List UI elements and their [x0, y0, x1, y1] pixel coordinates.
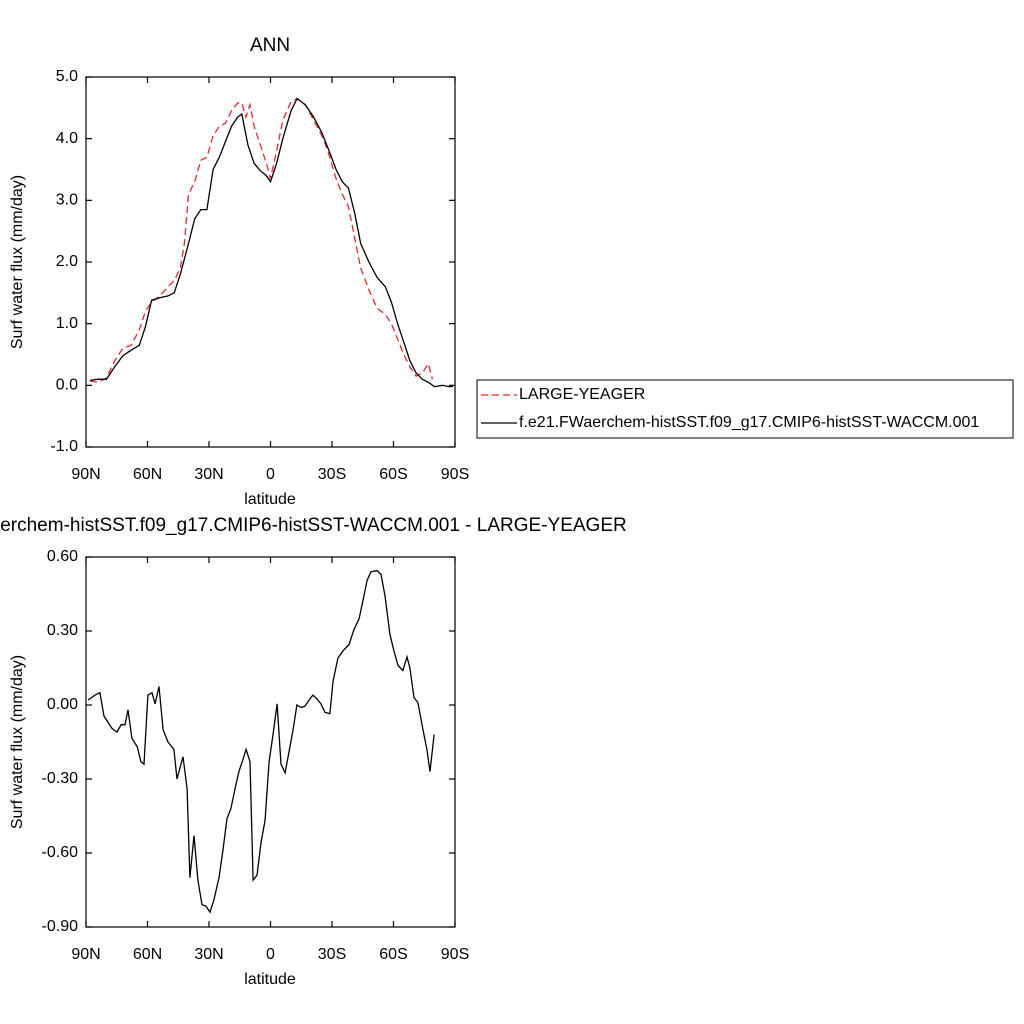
- y-tick-label: -0.60: [42, 844, 79, 861]
- x-axis-label: latitude: [244, 491, 296, 508]
- legend-label: f.e21.FWaerchem-histSST.f09_g17.CMIP6-hi…: [519, 414, 979, 431]
- y-tick-label: 0.0: [56, 377, 78, 394]
- legend-label: LARGE-YEAGER: [519, 386, 645, 403]
- y-tick-label: 0.60: [47, 548, 78, 565]
- chart-title: ANN: [250, 35, 290, 56]
- data-line: [90, 97, 453, 388]
- x-tick-label: 30S: [318, 946, 346, 963]
- x-tick-label: 60S: [379, 946, 407, 963]
- x-axis-label: latitude: [244, 971, 296, 988]
- x-tick-label: 60N: [133, 466, 162, 483]
- y-tick-label: 2.0: [56, 253, 78, 270]
- y-tick-label: 0.00: [47, 696, 78, 713]
- plot-frame: [85, 556, 456, 928]
- x-tick-label: 90S: [441, 946, 469, 963]
- x-tick-label: 60S: [379, 466, 407, 483]
- y-tick-label: -0.30: [42, 770, 79, 787]
- y-axis-label: Surf water flux (mm/day): [9, 175, 26, 349]
- y-tick-label: 0.30: [47, 622, 78, 639]
- chart-title: f.e21.FWaerchem-histSST.f09_g17.CMIP6-hi…: [0, 515, 627, 536]
- y-tick-label: -0.90: [42, 918, 79, 935]
- y-tick-label: 1.0: [56, 315, 78, 332]
- x-tick-label: 90N: [71, 466, 100, 483]
- data-line: [89, 97, 434, 383]
- y-axis-label: Surf water flux (mm/day): [9, 655, 26, 829]
- x-tick-label: 90S: [441, 466, 469, 483]
- data-line: [87, 569, 435, 914]
- y-tick-label: 4.0: [56, 130, 78, 147]
- x-tick-label: 60N: [133, 946, 162, 963]
- x-tick-label: 0: [266, 466, 275, 483]
- y-tick-label: 3.0: [56, 192, 78, 209]
- plot-frame: [85, 76, 456, 448]
- y-tick-label: -1.0: [50, 438, 78, 455]
- x-tick-label: 30N: [194, 946, 223, 963]
- legend-box: [476, 379, 1014, 439]
- x-tick-label: 30S: [318, 466, 346, 483]
- x-tick-label: 90N: [71, 946, 100, 963]
- x-tick-label: 30N: [194, 466, 223, 483]
- x-tick-label: 0: [266, 946, 275, 963]
- y-tick-label: 5.0: [56, 68, 78, 85]
